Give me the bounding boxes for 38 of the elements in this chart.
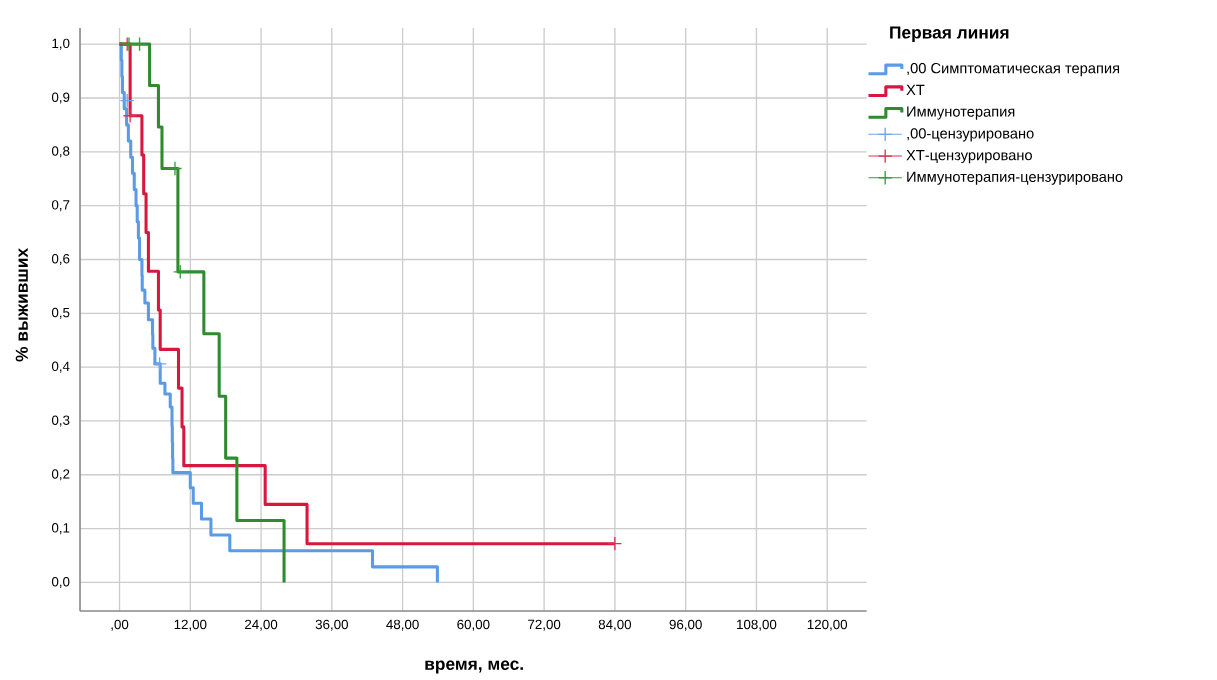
x-tick-label: 48,00 xyxy=(386,619,419,631)
y-tick-label: 0,8 xyxy=(51,146,70,158)
y-tick-label: 0,1 xyxy=(51,523,70,535)
legend-title: Первая линия xyxy=(890,26,1009,43)
y-tick-label: 0,2 xyxy=(51,469,70,481)
legend-label: ХТ xyxy=(906,84,925,95)
legend-label: Иммунотерапия-цензурировано xyxy=(907,171,1123,185)
x-tick-label: 120,00 xyxy=(807,619,848,631)
point xyxy=(167,161,183,176)
y-tick-label: 0,0 xyxy=(51,576,70,588)
x-tick-label: 84,00 xyxy=(598,619,632,631)
x-tick-label: ,00 xyxy=(111,619,129,631)
y-axis-title: % выживших xyxy=(15,248,28,362)
x-tick-label: 108,00 xyxy=(737,619,777,631)
y-tick-label: 1,0 xyxy=(52,38,70,50)
y-tick-label: 0,9 xyxy=(51,92,70,104)
point xyxy=(132,36,147,52)
point xyxy=(119,93,135,108)
legend-label: ХТ-цензурировано xyxy=(906,150,1032,164)
point xyxy=(172,264,188,280)
x-tick-label: 72,00 xyxy=(528,619,561,631)
x-tick-label: 24,00 xyxy=(245,619,278,631)
y-tick-label: 0,4 xyxy=(51,361,70,373)
y-tick-label: 0,3 xyxy=(51,415,70,427)
point xyxy=(607,536,623,552)
y-tick-label: 0,5 xyxy=(51,307,70,319)
legend-label: Иммунотерапия xyxy=(907,106,1015,120)
point xyxy=(152,356,167,372)
y-tick-label: 0,6 xyxy=(51,253,70,265)
y-tick-label: 0,7 xyxy=(51,200,70,212)
legend-label: ,00-цензурировано xyxy=(907,128,1034,142)
legend-label: ,00 Симптоматическая терапия xyxy=(907,63,1120,77)
x-tick-label: 12,00 xyxy=(174,619,207,631)
point xyxy=(122,108,138,124)
x-tick-label: 36,00 xyxy=(315,619,348,631)
x-tick-label: 96,00 xyxy=(669,619,702,631)
x-tick-label: 60,00 xyxy=(457,619,490,631)
x-axis-title: время, мес. xyxy=(425,660,523,674)
